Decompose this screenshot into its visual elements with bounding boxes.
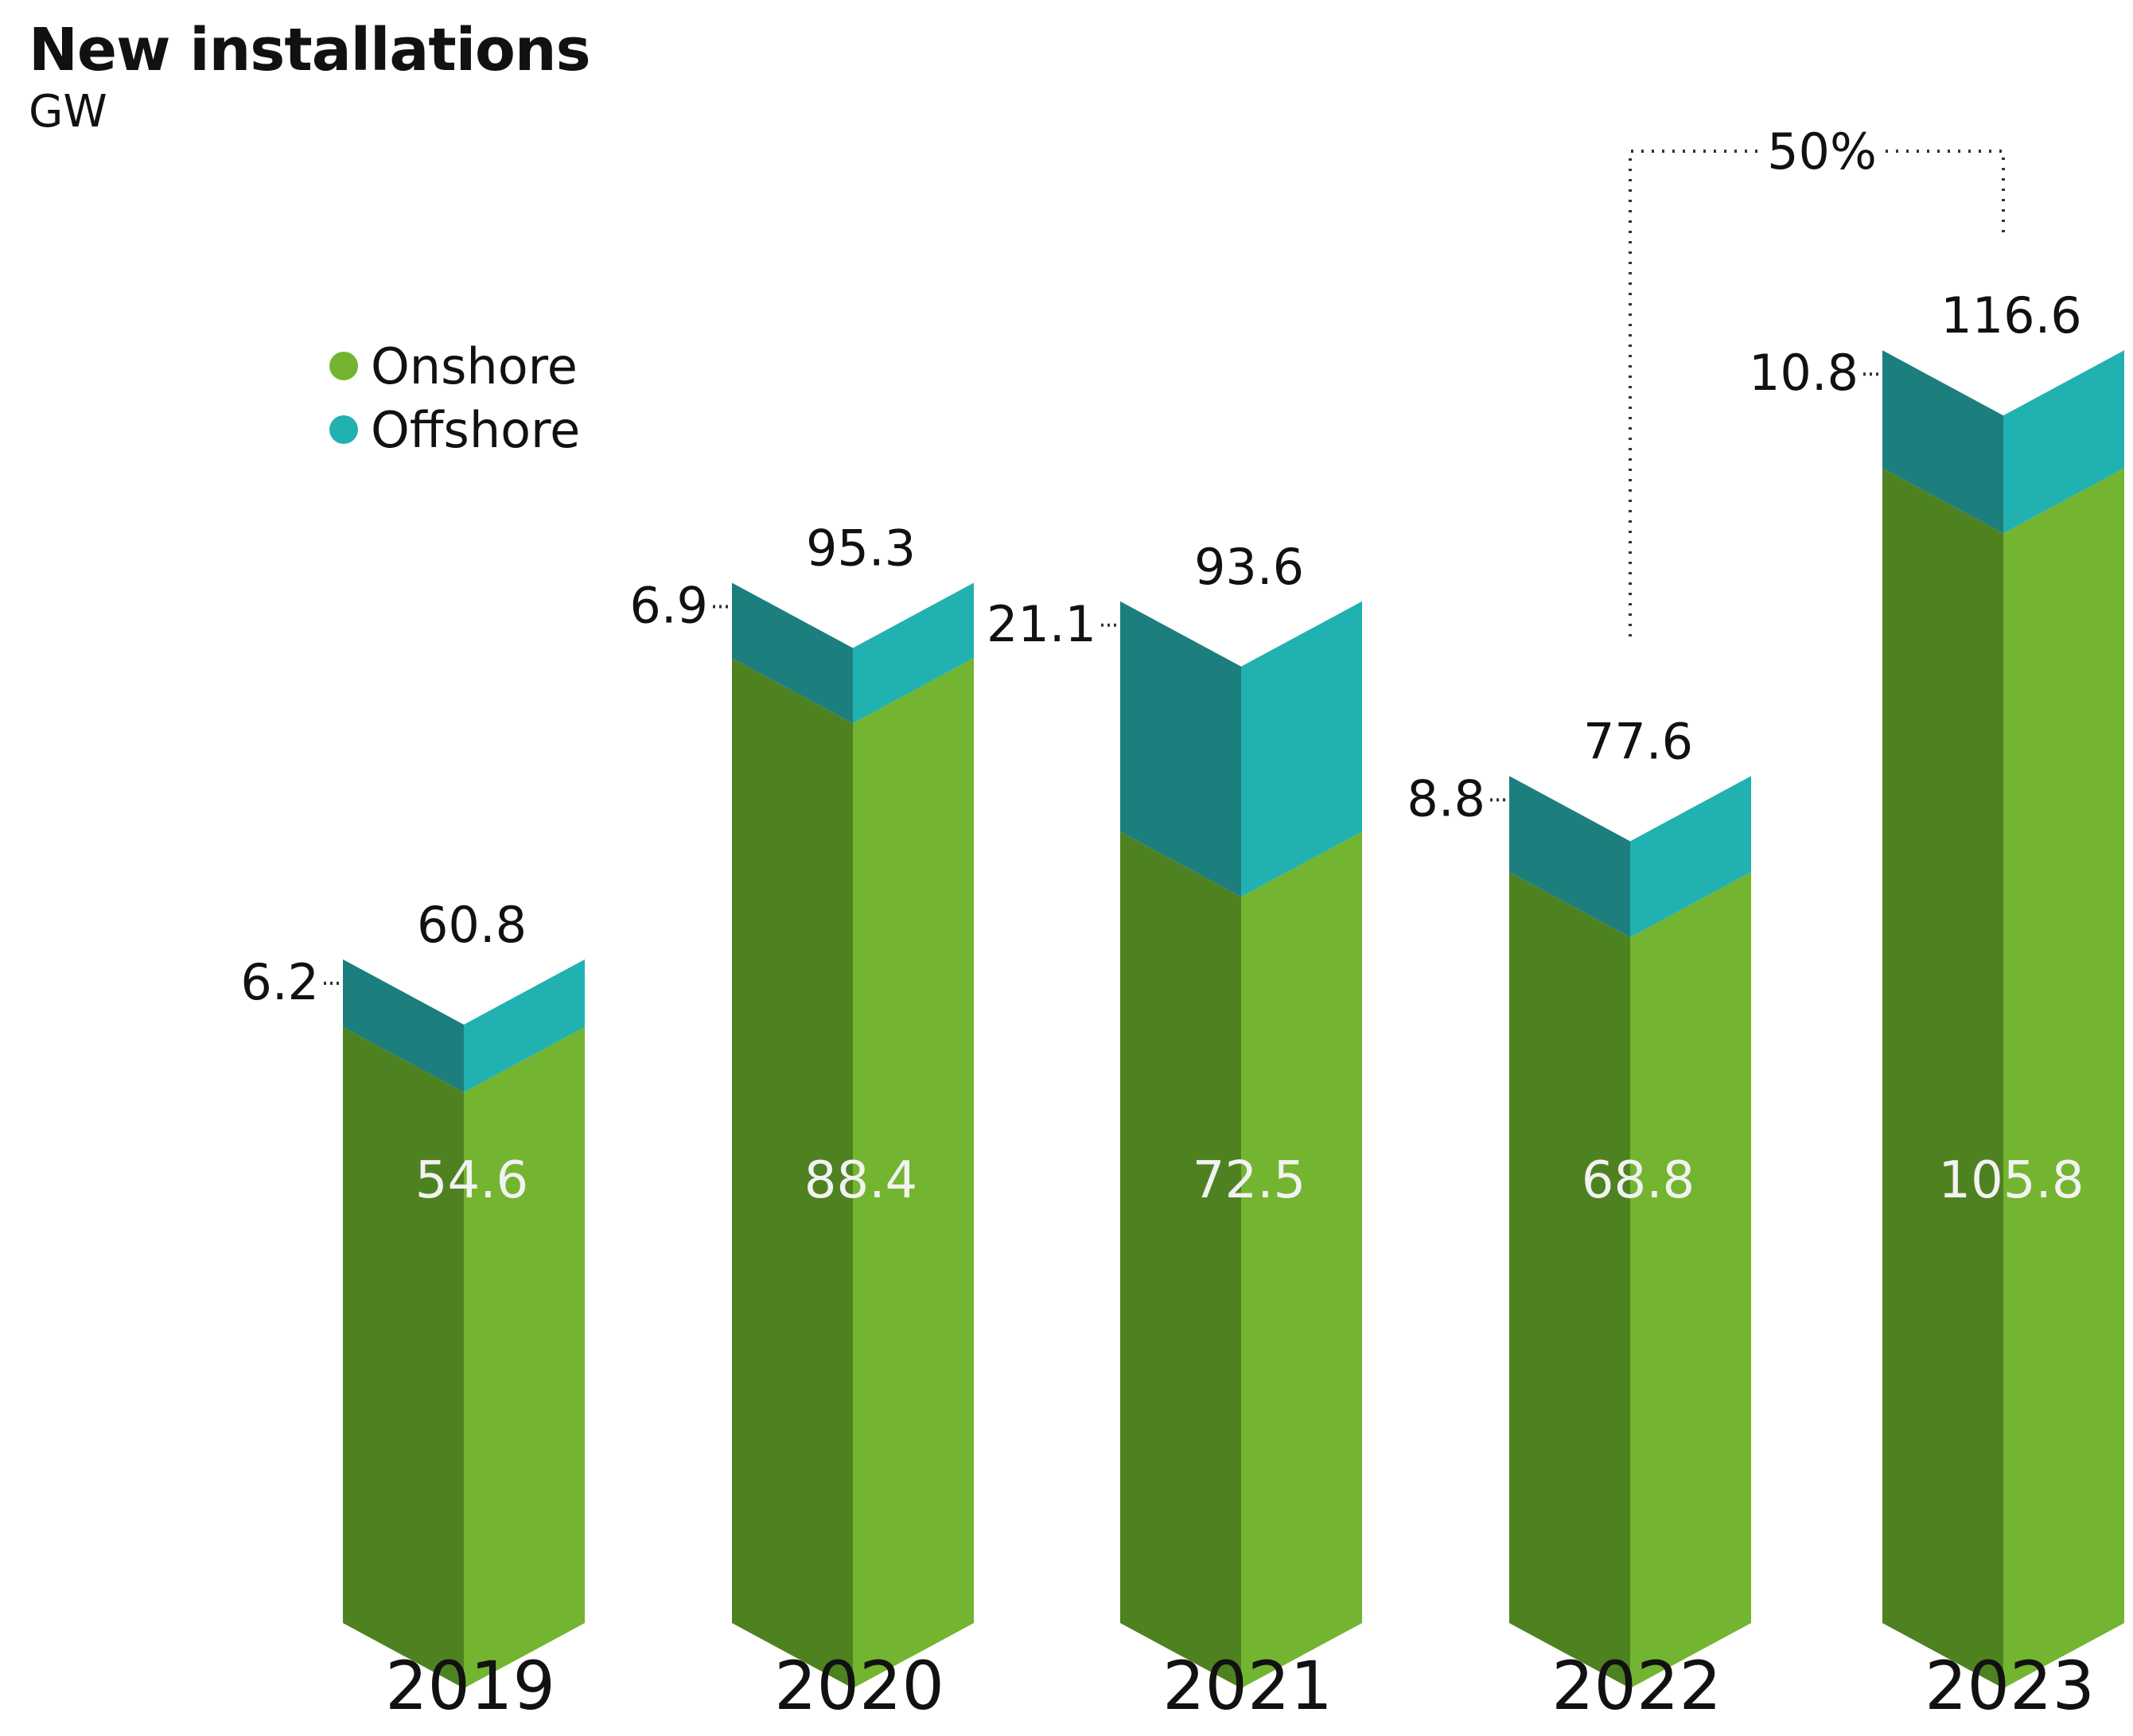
growth-annotation-label: 50% [1767, 123, 1877, 181]
offshore-value-label-2023: 10.8 [1749, 344, 1859, 402]
growth-bracket-right [1886, 150, 2005, 232]
onshore-bar-right-2022 [1630, 872, 1751, 1688]
legend-swatch-offshore [329, 415, 358, 444]
bar-group-2019: 54.6 60.8 6.2 2019 [240, 896, 585, 1725]
total-value-label-2023: 116.6 [1940, 286, 2082, 344]
x-tick-label-2022: 2022 [1551, 1647, 1722, 1725]
offshore-bar-left-2023 [1882, 350, 2003, 534]
total-value-label-2021: 93.6 [1194, 538, 1304, 596]
onshore-bar-left-2019 [343, 1026, 464, 1688]
onshore-bar-right-2019 [464, 1026, 585, 1688]
legend-label-onshore: Onshore [371, 337, 578, 395]
bar-group-2020: 88.4 95.3 6.9 2020 [629, 519, 974, 1725]
x-tick-label-2019: 2019 [385, 1647, 555, 1725]
offshore-bar-right-2020 [853, 582, 974, 724]
onshore-bar-left-2022 [1509, 872, 1630, 1688]
offshore-bar-left-2019 [343, 959, 464, 1092]
onshore-value-label-2021: 72.5 [1193, 1151, 1306, 1210]
x-tick-label-2020: 2020 [774, 1647, 944, 1725]
chart-title: New installations [29, 16, 591, 84]
offshore-value-label-2019: 6.2 [240, 953, 319, 1011]
onshore-bar-right-2023 [2003, 468, 2124, 1688]
legend-swatch-onshore [329, 352, 358, 380]
onshore-bar-left-2023 [1882, 468, 2003, 1688]
offshore-bar-right-2023 [2003, 350, 2124, 534]
onshore-bar-right-2020 [853, 658, 974, 1688]
onshore-bar-left-2021 [1120, 831, 1241, 1688]
onshore-bar-right-2021 [1241, 831, 1362, 1688]
onshore-value-label-2019: 54.6 [415, 1151, 529, 1210]
legend-label-offshore: Offshore [371, 401, 580, 459]
offshore-value-label-2022: 8.8 [1407, 769, 1485, 827]
offshore-bar-left-2022 [1509, 776, 1630, 938]
total-value-label-2020: 95.3 [806, 519, 916, 577]
bar-group-2022: 68.8 77.6 8.8 2022 [1407, 712, 1751, 1725]
chart-unit: GW [29, 86, 107, 138]
offshore-bar-right-2021 [1241, 601, 1362, 897]
bar-group-2021: 72.5 93.6 21.1 2021 [987, 538, 1362, 1725]
x-tick-label-2023: 2023 [1925, 1647, 2095, 1725]
total-value-label-2022: 77.6 [1583, 712, 1693, 770]
x-tick-label-2021: 2021 [1162, 1647, 1333, 1725]
onshore-value-label-2022: 68.8 [1582, 1151, 1695, 1210]
bar-group-2023: 105.8 116.6 10.8 2023 [1749, 286, 2124, 1725]
growth-bracket-left [1629, 150, 1758, 636]
offshore-bar-left-2021 [1120, 601, 1241, 897]
offshore-value-label-2020: 6.9 [629, 576, 708, 634]
offshore-bar-left-2020 [732, 582, 853, 724]
offshore-bar-right-2022 [1630, 776, 1751, 938]
onshore-value-label-2020: 88.4 [804, 1151, 918, 1210]
total-value-label-2019: 60.8 [417, 896, 527, 954]
offshore-value-label-2021: 21.1 [987, 595, 1096, 653]
offshore-bar-right-2019 [464, 959, 585, 1092]
onshore-bar-left-2020 [732, 658, 853, 1688]
onshore-value-label-2023: 105.8 [1938, 1151, 2084, 1210]
